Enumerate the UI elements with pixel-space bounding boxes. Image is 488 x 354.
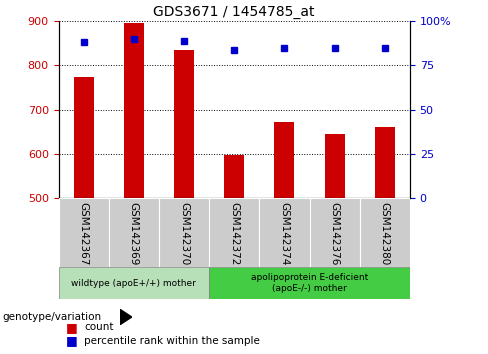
Text: wildtype (apoE+/+) mother: wildtype (apoE+/+) mother — [71, 279, 196, 288]
Text: percentile rank within the sample: percentile rank within the sample — [84, 336, 260, 346]
Text: GSM142367: GSM142367 — [79, 202, 89, 265]
Bar — [159, 198, 209, 267]
Bar — [224, 155, 244, 198]
Bar — [209, 198, 259, 267]
Text: GSM142376: GSM142376 — [329, 202, 340, 265]
Text: GSM142372: GSM142372 — [229, 202, 239, 265]
Text: ■: ■ — [66, 334, 78, 347]
Bar — [174, 50, 194, 198]
Text: GSM142370: GSM142370 — [179, 202, 189, 265]
Text: genotype/variation: genotype/variation — [2, 312, 102, 322]
Bar — [360, 198, 410, 267]
Bar — [109, 198, 159, 267]
Bar — [259, 198, 309, 267]
Text: apolipoprotein E-deficient
(apoE-/-) mother: apolipoprotein E-deficient (apoE-/-) mot… — [251, 274, 368, 293]
Bar — [274, 122, 294, 198]
Text: GSM142380: GSM142380 — [380, 202, 390, 265]
Bar — [309, 198, 360, 267]
Text: GSM142374: GSM142374 — [280, 202, 289, 265]
Text: GSM142369: GSM142369 — [129, 202, 139, 265]
Bar — [59, 198, 109, 267]
Bar — [59, 267, 209, 299]
Title: GDS3671 / 1454785_at: GDS3671 / 1454785_at — [154, 5, 315, 19]
Bar — [124, 23, 144, 198]
Text: ■: ■ — [66, 321, 78, 334]
Bar — [325, 134, 345, 198]
Polygon shape — [120, 309, 132, 325]
Bar — [209, 267, 410, 299]
Bar — [74, 76, 94, 198]
Bar — [375, 127, 395, 198]
Text: count: count — [84, 322, 114, 332]
